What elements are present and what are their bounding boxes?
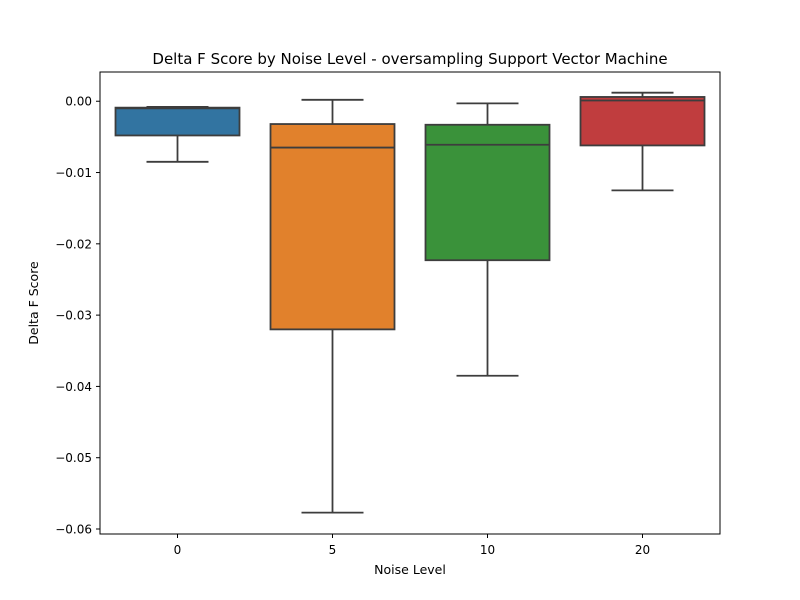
boxes-layer: [114, 91, 706, 514]
y-tick-label: −0.01: [55, 166, 92, 180]
x-tick-label: 5: [329, 543, 337, 557]
box-group: [114, 106, 241, 163]
x-axis: 0 5 10 20: [174, 534, 650, 557]
x-tick-label: 10: [480, 543, 495, 557]
box-group: [424, 102, 551, 377]
box-group: [269, 98, 396, 514]
y-tick-label: −0.02: [55, 237, 92, 251]
y-tick-label: −0.05: [55, 451, 92, 465]
y-axis: 0.00 −0.01 −0.02 −0.03 −0.04 −0.05 −0.06: [55, 95, 100, 537]
box-iqr: [424, 123, 551, 262]
y-axis-label: Delta F Score: [26, 261, 41, 345]
chart-title: Delta F Score by Noise Level - oversampl…: [152, 50, 667, 68]
box-iqr: [269, 123, 396, 331]
y-tick-label: −0.03: [55, 309, 92, 323]
box-iqr: [114, 106, 241, 137]
x-tick-label: 20: [635, 543, 650, 557]
plot-frame: [99, 71, 721, 535]
x-axis-label: Noise Level: [374, 562, 446, 577]
box-group: [579, 91, 706, 192]
y-tick-label: −0.04: [55, 380, 92, 394]
y-tick-label: −0.06: [55, 523, 92, 537]
box-iqr: [579, 96, 706, 147]
y-tick-label: 0.00: [65, 95, 92, 109]
x-tick-label: 0: [174, 543, 182, 557]
